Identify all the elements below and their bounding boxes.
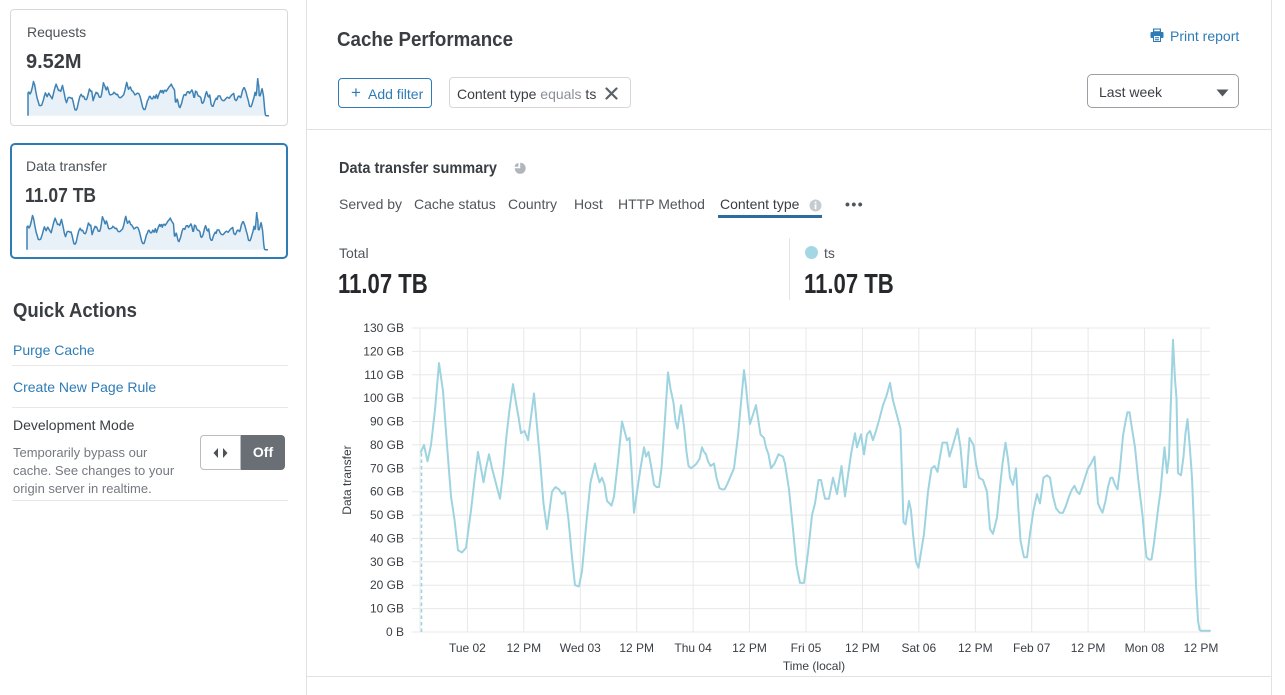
svg-text:20 GB: 20 GB <box>370 578 404 592</box>
svg-text:Fri 05: Fri 05 <box>791 641 822 655</box>
svg-text:12 PM: 12 PM <box>1184 641 1219 655</box>
svg-text:0 B: 0 B <box>386 625 404 639</box>
svg-text:Mon 08: Mon 08 <box>1125 641 1165 655</box>
svg-text:Time (local): Time (local) <box>783 659 845 673</box>
svg-text:12 PM: 12 PM <box>506 641 541 655</box>
svg-text:90 GB: 90 GB <box>370 415 404 429</box>
svg-text:60 GB: 60 GB <box>370 485 404 499</box>
svg-text:10 GB: 10 GB <box>370 602 404 616</box>
svg-text:80 GB: 80 GB <box>370 438 404 452</box>
svg-text:Tue 02: Tue 02 <box>449 641 486 655</box>
svg-text:50 GB: 50 GB <box>370 508 404 522</box>
svg-text:Feb 07: Feb 07 <box>1013 641 1051 655</box>
svg-text:70 GB: 70 GB <box>370 461 404 475</box>
svg-text:12 PM: 12 PM <box>845 641 880 655</box>
svg-text:40 GB: 40 GB <box>370 532 404 546</box>
svg-text:Sat 06: Sat 06 <box>901 641 936 655</box>
svg-text:Thu 04: Thu 04 <box>674 641 712 655</box>
svg-text:12 PM: 12 PM <box>1071 641 1106 655</box>
svg-text:12 PM: 12 PM <box>958 641 993 655</box>
svg-text:12 PM: 12 PM <box>732 641 767 655</box>
svg-text:Wed 03: Wed 03 <box>560 641 601 655</box>
svg-text:120 GB: 120 GB <box>363 344 404 358</box>
svg-text:Data transfer: Data transfer <box>340 445 354 514</box>
svg-text:30 GB: 30 GB <box>370 555 404 569</box>
svg-text:110 GB: 110 GB <box>364 368 404 382</box>
svg-text:100 GB: 100 GB <box>363 391 404 405</box>
svg-text:12 PM: 12 PM <box>619 641 654 655</box>
svg-text:130 GB: 130 GB <box>363 321 404 335</box>
